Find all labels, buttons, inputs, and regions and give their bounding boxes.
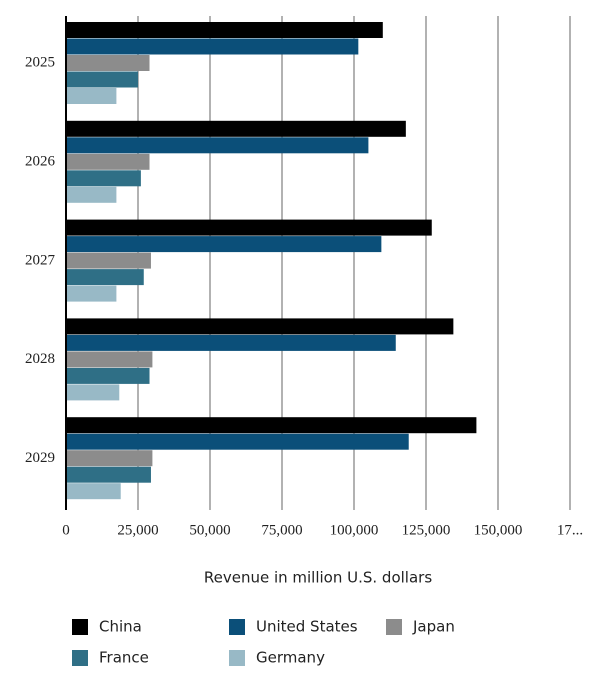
x-tick-label: 150,000: [474, 522, 523, 538]
bar: [66, 450, 153, 467]
bar: [66, 170, 141, 187]
legend-swatch: [72, 619, 88, 635]
legend-label: France: [99, 649, 149, 667]
bar: [66, 483, 121, 500]
legend-swatch: [72, 650, 88, 666]
x-tick-label: 50,000: [189, 522, 230, 538]
bar: [66, 219, 432, 236]
bar: [66, 466, 151, 483]
bar: [66, 285, 117, 302]
legend-swatch: [229, 650, 245, 666]
bar: [66, 236, 382, 253]
x-tick-label: 25,000: [117, 522, 158, 538]
bar: [66, 433, 409, 450]
legend-swatch: [386, 619, 402, 635]
bar: [66, 334, 396, 351]
x-tick-label: 17...: [557, 522, 583, 538]
y-tick-label: 2028: [25, 351, 55, 367]
bar: [66, 120, 406, 137]
bar: [66, 88, 117, 104]
legend-label: United States: [256, 618, 358, 636]
bar: [66, 351, 153, 368]
bar: [66, 367, 150, 384]
bar: [66, 55, 150, 71]
legend-label: China: [99, 618, 142, 636]
x-axis-title: Revenue in million U.S. dollars: [204, 569, 432, 587]
bar: [66, 318, 454, 335]
bar: [66, 417, 477, 434]
bar: [66, 137, 369, 154]
x-tick-label: 125,000: [402, 522, 451, 538]
bar: [66, 71, 138, 88]
bar: [66, 384, 120, 401]
bar: [66, 22, 383, 38]
bar: [66, 186, 117, 203]
x-tick-label: 100,000: [330, 522, 379, 538]
y-tick-label: 2025: [25, 55, 55, 71]
y-tick-label: 2027: [25, 252, 56, 268]
bar: [66, 252, 151, 269]
x-tick-label: 75,000: [261, 522, 302, 538]
bar: [66, 153, 150, 170]
bar: [66, 38, 359, 55]
bar: [66, 269, 144, 286]
legend-label: Japan: [412, 618, 455, 636]
legend-swatch: [229, 619, 245, 635]
x-tick-label: 0: [62, 522, 70, 538]
y-tick-label: 2029: [25, 450, 55, 466]
legend-label: Germany: [256, 649, 325, 667]
y-tick-label: 2026: [25, 153, 56, 169]
